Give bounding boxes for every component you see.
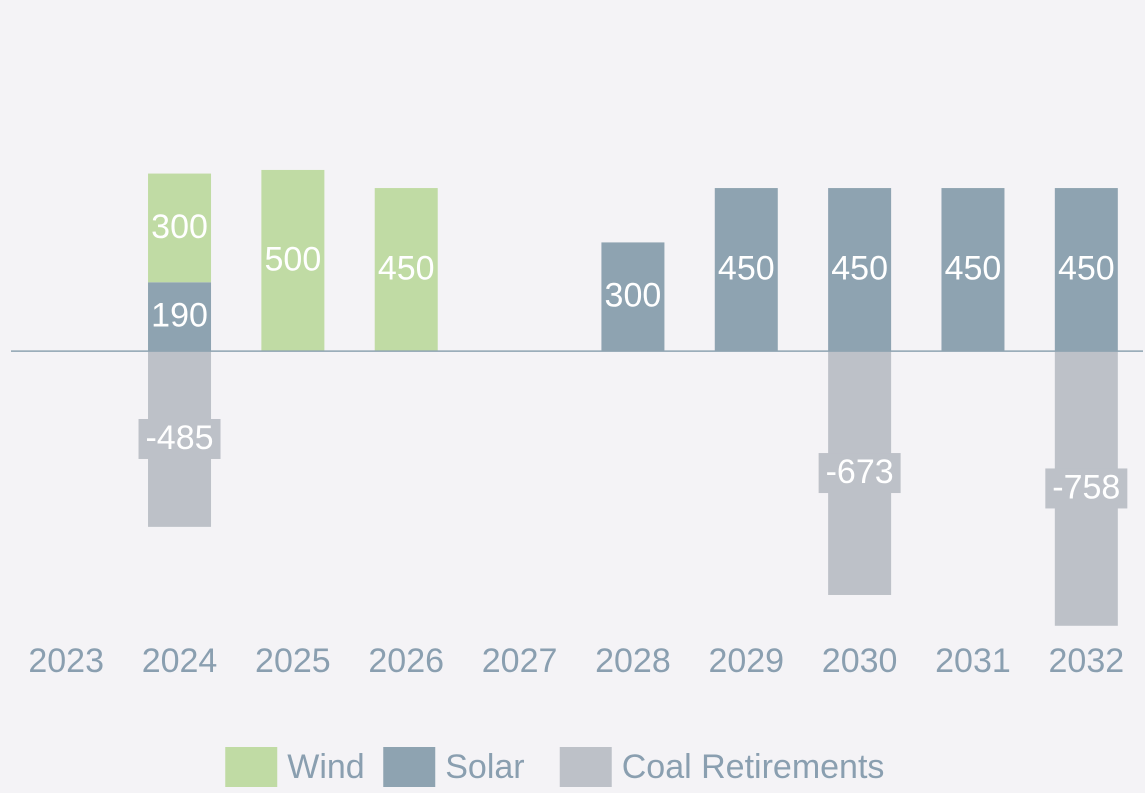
value-label: 450 [718, 250, 775, 288]
bar [148, 282, 212, 352]
legend-swatch [383, 747, 436, 787]
value-label: -673 [826, 453, 894, 491]
x-tick-label: 2031 [935, 642, 1011, 680]
bar [714, 188, 778, 352]
value-label: 190 [151, 297, 208, 335]
value-label-bg [1045, 468, 1128, 509]
x-tick-label: 2032 [1049, 642, 1125, 680]
value-label-bg [138, 418, 221, 459]
value-label: -485 [145, 419, 213, 457]
bar [601, 242, 665, 352]
x-tick-label: 2030 [822, 642, 898, 680]
legend-label: Solar [445, 748, 524, 786]
value-label: 300 [151, 208, 208, 246]
value-label: 450 [1058, 250, 1115, 288]
x-tick-label: 2024 [142, 642, 218, 680]
value-label: 450 [945, 250, 1002, 288]
value-label: 300 [605, 277, 662, 315]
bar [828, 188, 892, 352]
legend-swatch [559, 747, 612, 787]
x-tick-label: 2025 [255, 642, 331, 680]
legend-swatch [225, 747, 278, 787]
bar [941, 188, 1005, 352]
bar [1054, 188, 1118, 352]
bar [148, 173, 212, 283]
legend-label: Wind [287, 748, 364, 786]
x-tick-label: 2028 [595, 642, 671, 680]
bar [261, 169, 325, 352]
legend-label: Coal Retirements [622, 748, 885, 786]
x-tick-label: 2029 [708, 642, 784, 680]
x-tick-label: 2027 [482, 642, 558, 680]
value-label: 450 [831, 250, 888, 288]
value-label: -758 [1052, 468, 1120, 506]
value-label-bg [818, 453, 901, 494]
x-tick-label: 2023 [28, 642, 104, 680]
value-label: 450 [378, 250, 435, 288]
bar [374, 188, 438, 352]
value-label: 500 [265, 241, 322, 279]
x-tick-label: 2026 [368, 642, 444, 680]
